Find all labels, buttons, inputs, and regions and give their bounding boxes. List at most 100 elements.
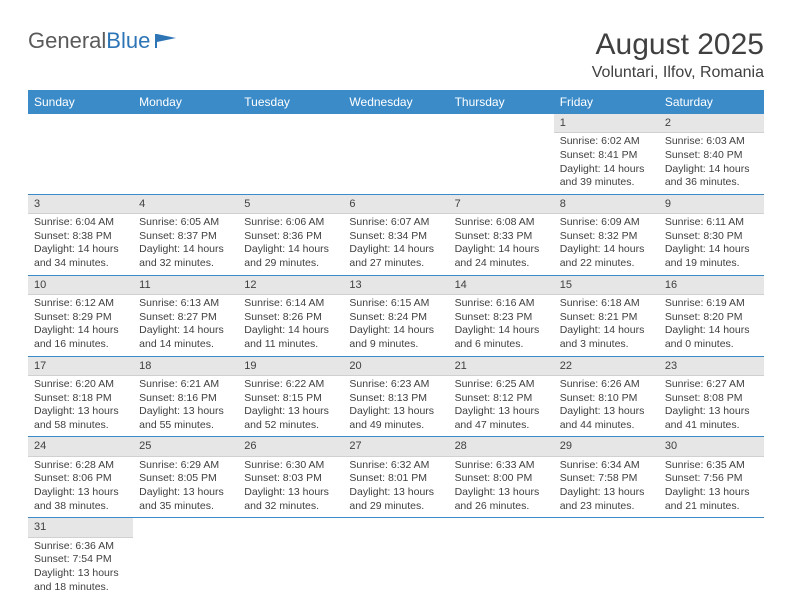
daylight-line: Daylight: 13 hours and 38 minutes.	[34, 486, 127, 513]
sunset-line: Sunset: 8:05 PM	[139, 472, 232, 486]
day-detail-cell: Sunrise: 6:34 AMSunset: 7:58 PMDaylight:…	[554, 456, 659, 518]
calendar-detail-row: Sunrise: 6:04 AMSunset: 8:38 PM Daylight:…	[28, 214, 764, 276]
sunset-line: Sunset: 8:06 PM	[34, 472, 127, 486]
day-detail-cell: Sunrise: 6:13 AMSunset: 8:27 PMDaylight:…	[133, 295, 238, 357]
sunset-line: Sunset: 8:41 PM	[560, 149, 653, 163]
sunset-line: Sunset: 8:40 PM	[665, 149, 758, 163]
header: GeneralBlue August 2025 Voluntari, Ilfov…	[28, 28, 764, 82]
sunset-line: Sunset: 8:24 PM	[349, 311, 442, 325]
day-detail-cell: Sunrise: 6:18 AMSunset: 8:21 PMDaylight:…	[554, 295, 659, 357]
sunrise-line: Sunrise: 6:08 AM	[455, 216, 548, 230]
sunset-line: Sunset: 8:38 PM	[34, 230, 127, 244]
day-detail-cell: Sunrise: 6:05 AMSunset: 8:37 PMDaylight:…	[133, 214, 238, 276]
sunset-line: Sunset: 8:10 PM	[560, 392, 653, 406]
day-detail-cell: Sunrise: 6:16 AMSunset: 8:23 PMDaylight:…	[449, 295, 554, 357]
day-detail-cell: Sunrise: 6:22 AMSunset: 8:15 PMDaylight:…	[238, 375, 343, 437]
logo-text-blue: Blue	[106, 28, 150, 54]
day-number-cell: 24	[28, 437, 133, 456]
day-number-cell: 28	[449, 437, 554, 456]
sunrise-line: Sunrise: 6:06 AM	[244, 216, 337, 230]
sunset-line: Sunset: 8:33 PM	[455, 230, 548, 244]
day-number-cell	[449, 518, 554, 537]
sunset-line: Sunset: 7:58 PM	[560, 472, 653, 486]
sunset-line: Sunset: 8:13 PM	[349, 392, 442, 406]
calendar-detail-row: Sunrise: 6:12 AMSunset: 8:29 PMDaylight:…	[28, 295, 764, 357]
daylight-line: Daylight: 13 hours and 18 minutes.	[34, 567, 127, 594]
daylight-line: Daylight: 14 hours and 14 minutes.	[139, 324, 232, 351]
day-detail-cell	[554, 537, 659, 598]
weekday-header-row: SundayMondayTuesdayWednesdayThursdayFrid…	[28, 90, 764, 114]
day-number-cell: 9	[659, 194, 764, 213]
sunrise-line: Sunrise: 6:33 AM	[455, 459, 548, 473]
day-detail-cell: Sunrise: 6:32 AMSunset: 8:01 PMDaylight:…	[343, 456, 448, 518]
sunset-line: Sunset: 8:34 PM	[349, 230, 442, 244]
logo-flag-icon	[154, 32, 180, 50]
daylight-line: Daylight: 13 hours and 32 minutes.	[244, 486, 337, 513]
daylight-line: Daylight: 13 hours and 41 minutes.	[665, 405, 758, 432]
daylight-line: Daylight: 14 hours and 39 minutes.	[560, 163, 653, 190]
sunrise-line: Sunrise: 6:05 AM	[139, 216, 232, 230]
weekday-header: Wednesday	[343, 90, 448, 114]
sunset-line: Sunset: 8:29 PM	[34, 311, 127, 325]
calendar-daynum-row: 17181920212223	[28, 356, 764, 375]
day-detail-cell	[659, 537, 764, 598]
day-detail-cell: Sunrise: 6:28 AMSunset: 8:06 PMDaylight:…	[28, 456, 133, 518]
sunset-line: Sunset: 8:01 PM	[349, 472, 442, 486]
sunset-line: Sunset: 8:03 PM	[244, 472, 337, 486]
day-number-cell: 31	[28, 518, 133, 537]
day-number-cell: 10	[28, 275, 133, 294]
weekday-header: Saturday	[659, 90, 764, 114]
location: Voluntari, Ilfov, Romania	[592, 64, 764, 82]
day-detail-cell: Sunrise: 6:12 AMSunset: 8:29 PMDaylight:…	[28, 295, 133, 357]
day-number-cell: 8	[554, 194, 659, 213]
calendar-table: SundayMondayTuesdayWednesdayThursdayFrid…	[28, 90, 764, 598]
sunset-line: Sunset: 8:32 PM	[560, 230, 653, 244]
day-detail-cell: Sunrise: 6:09 AMSunset: 8:32 PMDaylight:…	[554, 214, 659, 276]
sunrise-line: Sunrise: 6:21 AM	[139, 378, 232, 392]
sunrise-line: Sunrise: 6:19 AM	[665, 297, 758, 311]
day-detail-cell	[133, 133, 238, 195]
calendar-daynum-row: 12	[28, 114, 764, 133]
calendar-daynum-row: 10111213141516	[28, 275, 764, 294]
daylight-line: Daylight: 14 hours and 0 minutes.	[665, 324, 758, 351]
day-detail-cell	[133, 537, 238, 598]
daylight-line: Daylight: 14 hours and 16 minutes.	[34, 324, 127, 351]
day-number-cell: 5	[238, 194, 343, 213]
day-detail-cell: Sunrise: 6:14 AMSunset: 8:26 PMDaylight:…	[238, 295, 343, 357]
day-detail-cell: Sunrise: 6:23 AMSunset: 8:13 PMDaylight:…	[343, 375, 448, 437]
sunrise-line: Sunrise: 6:34 AM	[560, 459, 653, 473]
sunrise-line: Sunrise: 6:36 AM	[34, 540, 127, 554]
weekday-header: Thursday	[449, 90, 554, 114]
day-number-cell: 19	[238, 356, 343, 375]
sunset-line: Sunset: 8:30 PM	[665, 230, 758, 244]
day-number-cell: 21	[449, 356, 554, 375]
sunrise-line: Sunrise: 6:09 AM	[560, 216, 653, 230]
sunrise-line: Sunrise: 6:14 AM	[244, 297, 337, 311]
sunset-line: Sunset: 8:26 PM	[244, 311, 337, 325]
day-number-cell: 20	[343, 356, 448, 375]
day-number-cell: 3	[28, 194, 133, 213]
daylight-line: Daylight: 13 hours and 52 minutes.	[244, 405, 337, 432]
month-title: August 2025	[592, 28, 764, 62]
daylight-line: Daylight: 13 hours and 55 minutes.	[139, 405, 232, 432]
day-detail-cell: Sunrise: 6:11 AMSunset: 8:30 PMDaylight:…	[659, 214, 764, 276]
day-detail-cell: Sunrise: 6:08 AMSunset: 8:33 PMDaylight:…	[449, 214, 554, 276]
sunrise-line: Sunrise: 6:04 AM	[34, 216, 127, 230]
sunset-line: Sunset: 8:20 PM	[665, 311, 758, 325]
day-detail-cell: Sunrise: 6:06 AMSunset: 8:36 PMDaylight:…	[238, 214, 343, 276]
daylight-line: Daylight: 13 hours and 49 minutes.	[349, 405, 442, 432]
day-detail-cell: Sunrise: 6:20 AMSunset: 8:18 PMDaylight:…	[28, 375, 133, 437]
sunset-line: Sunset: 7:56 PM	[665, 472, 758, 486]
calendar-daynum-row: 24252627282930	[28, 437, 764, 456]
daylight-line: Daylight: 14 hours and 24 minutes.	[455, 243, 548, 270]
day-detail-cell: Sunrise: 6:36 AMSunset: 7:54 PMDaylight:…	[28, 537, 133, 598]
daylight-line: Daylight: 14 hours and 9 minutes.	[349, 324, 442, 351]
day-detail-cell	[449, 537, 554, 598]
logo-text-general: General	[28, 28, 106, 54]
daylight-line: Daylight: 13 hours and 44 minutes.	[560, 405, 653, 432]
day-detail-cell: Sunrise: 6:03 AMSunset: 8:40 PMDaylight:…	[659, 133, 764, 195]
day-number-cell: 4	[133, 194, 238, 213]
day-detail-cell: Sunrise: 6:07 AMSunset: 8:34 PMDaylight:…	[343, 214, 448, 276]
day-number-cell: 23	[659, 356, 764, 375]
sunrise-line: Sunrise: 6:03 AM	[665, 135, 758, 149]
